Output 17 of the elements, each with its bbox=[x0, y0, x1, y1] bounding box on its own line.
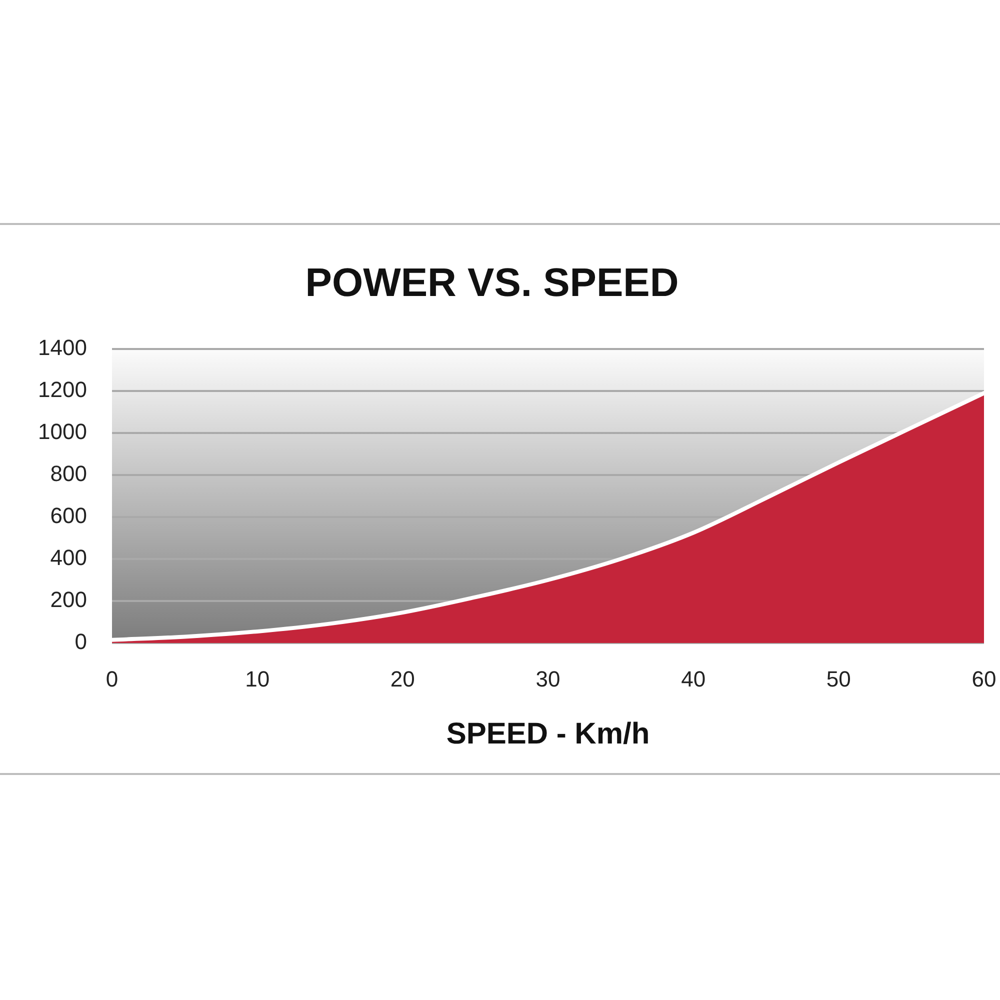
chart-title: POWER VS. SPEED bbox=[305, 261, 679, 306]
y-tick-label: 400 bbox=[50, 545, 87, 570]
y-tick-label: 800 bbox=[50, 461, 87, 486]
x-axis-title: SPEED - Km/h bbox=[446, 717, 650, 750]
y-tick-label: 1400 bbox=[38, 335, 87, 360]
x-tick-label: 30 bbox=[536, 666, 560, 692]
x-tick-label: 60 bbox=[972, 666, 996, 692]
x-tick-label: 40 bbox=[681, 666, 706, 692]
y-tick-label: 1000 bbox=[38, 419, 87, 444]
y-tick-label: 200 bbox=[50, 587, 87, 612]
x-tick-label: 20 bbox=[390, 666, 415, 692]
x-tick-label: 0 bbox=[106, 666, 118, 692]
x-tick-label: 50 bbox=[826, 666, 851, 692]
y-tick-label: 0 bbox=[74, 629, 87, 654]
x-tick-label: 10 bbox=[245, 666, 270, 692]
y-tick-label: 1200 bbox=[38, 377, 87, 402]
y-tick-label: 600 bbox=[50, 503, 87, 528]
